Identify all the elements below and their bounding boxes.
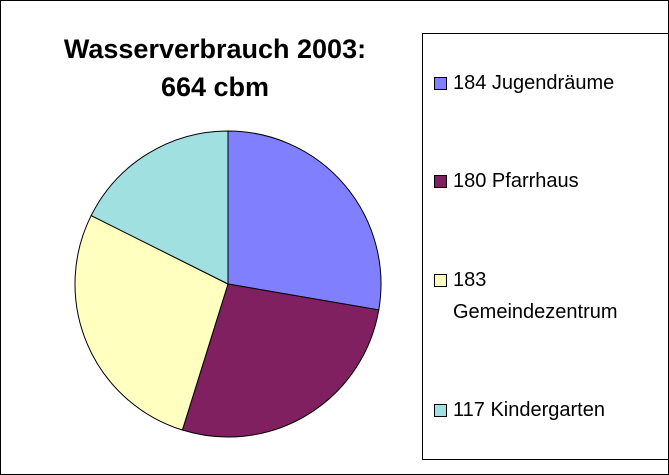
pie-slice bbox=[181, 283, 380, 438]
chart-title: Wasserverbrauch 2003: 664 cbm bbox=[63, 34, 367, 102]
legend: 184 Jugendräume 180 Pfarrhaus 183 Gemeinde… bbox=[422, 33, 669, 460]
legend-item: 184 Jugendräume bbox=[434, 67, 669, 99]
legend-item: 183 Gemeindezentrum bbox=[434, 264, 669, 328]
legend-swatch bbox=[434, 175, 447, 189]
pie-slice bbox=[227, 130, 382, 311]
legend-swatch bbox=[434, 77, 447, 91]
legend-label: 184 Jugendräume bbox=[453, 72, 615, 95]
legend-swatch bbox=[434, 403, 447, 417]
pie-slice bbox=[74, 214, 229, 431]
pie-slice bbox=[90, 130, 229, 285]
legend-label: 183 Gemeindezentrum bbox=[453, 268, 618, 323]
legend-item: 117 Kindergarten bbox=[434, 394, 669, 426]
legend-label: 180 Pfarrhaus bbox=[453, 170, 579, 193]
legend-swatch bbox=[434, 273, 447, 287]
legend-label: 117 Kindergarten bbox=[453, 398, 605, 421]
legend-item: 180 Pfarrhaus bbox=[434, 165, 669, 197]
